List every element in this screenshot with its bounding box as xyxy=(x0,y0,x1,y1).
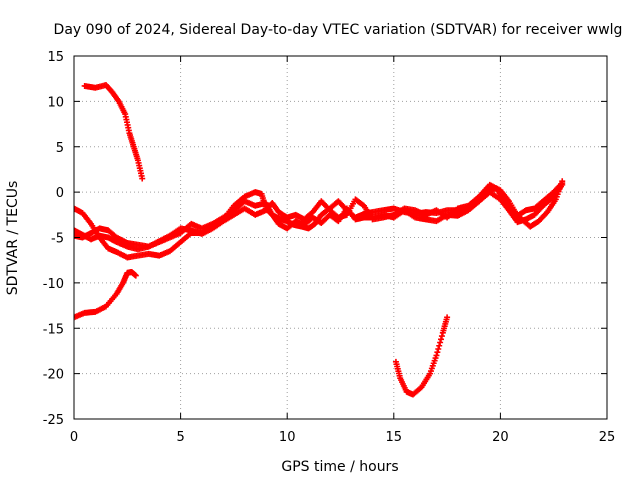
x-axis-label: GPS time / hours xyxy=(281,459,398,475)
data-point xyxy=(444,314,451,321)
y-tick-label: -15 xyxy=(43,322,64,337)
x-tick-label: 15 xyxy=(386,430,403,445)
series-track-1 xyxy=(81,82,146,182)
data-point xyxy=(435,345,442,352)
y-tick-label: -25 xyxy=(43,413,64,428)
data-point xyxy=(438,333,445,340)
plot-area xyxy=(74,82,566,398)
x-tick-label: 10 xyxy=(279,430,296,445)
plot-frame xyxy=(73,55,608,420)
axis-ticks: 0 5 10 15 20 25 15 10 5 0 -5 -10 -15 -20 -25 xyxy=(43,50,616,445)
y-tick-label: -10 xyxy=(43,277,64,292)
data-point xyxy=(434,349,441,356)
data-point xyxy=(559,180,566,187)
y-axis-label: SDTVAR / TECUs xyxy=(5,181,21,296)
x-tick-label: 5 xyxy=(176,430,184,445)
x-tick-label: 0 xyxy=(70,430,78,445)
series-track-6 xyxy=(74,180,566,250)
x-tick-label: 20 xyxy=(492,430,509,445)
y-tick-label: 10 xyxy=(47,95,64,110)
data-point xyxy=(132,272,139,279)
data-point xyxy=(433,352,440,359)
y-tick-label: 0 xyxy=(56,186,64,201)
y-tick-label: 5 xyxy=(56,141,64,156)
x-tick-label: 25 xyxy=(599,430,616,445)
y-tick-label: -20 xyxy=(43,368,64,383)
grid-lines xyxy=(74,56,607,419)
data-point xyxy=(436,342,443,349)
series-track-3 xyxy=(392,314,451,398)
data-point xyxy=(139,175,146,182)
data-point xyxy=(437,339,444,346)
y-tick-label: 15 xyxy=(47,50,64,65)
series-track-2 xyxy=(74,268,139,321)
data-point xyxy=(438,336,445,343)
chart-title: Day 090 of 2024, Sidereal Day-to-day VTE… xyxy=(54,22,623,38)
y-tick-label: -5 xyxy=(51,232,64,247)
